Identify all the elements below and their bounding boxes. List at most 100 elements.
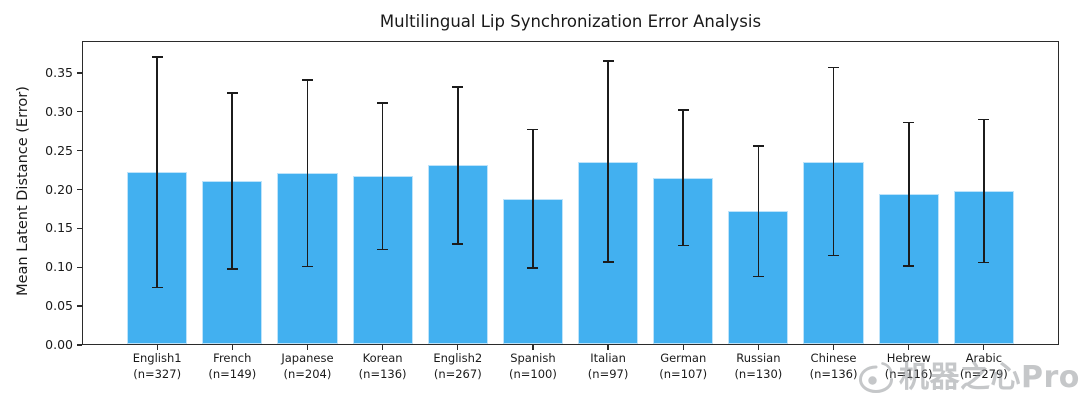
error-bar [532, 129, 534, 269]
x-tick-label: Hebrew (n=116) [864, 351, 954, 382]
x-tick-category: English2 [433, 351, 483, 365]
y-tick-label: 0.35 [45, 64, 73, 80]
error-bar-top-cap [677, 109, 689, 112]
x-tick-n-count: (n=136) [809, 366, 858, 381]
error-bar [306, 79, 309, 267]
error-bar-top-cap [903, 121, 915, 124]
error-bar [607, 61, 609, 262]
y-tick-label: 0.20 [45, 181, 73, 197]
x-tick-label: English1 (n=327) [112, 351, 202, 382]
x-tick-n-count: (n=327) [133, 366, 182, 381]
y-tick-mark [77, 266, 82, 268]
x-tick-n-count: (n=107) [659, 366, 708, 381]
error-bar-top-cap [452, 86, 464, 88]
y-tick-label: 0.05 [45, 298, 73, 314]
error-bar-top-cap [301, 79, 313, 81]
error-bar-bottom-cap [452, 243, 464, 245]
y-tick-mark [77, 72, 82, 74]
x-tick-label: French (n=149) [187, 351, 277, 382]
y-tick-label: 0.00 [45, 337, 73, 352]
error-bar-bottom-cap [978, 261, 990, 264]
x-tick-category: Chinese [810, 351, 857, 365]
error-bar [982, 119, 985, 263]
x-tick-label: German (n=107) [638, 351, 728, 382]
error-bar-bottom-cap [377, 248, 389, 251]
x-tick-label: Chinese (n=136) [789, 351, 879, 382]
x-tick-mark [306, 345, 309, 350]
error-bar-bottom-cap [301, 265, 313, 268]
chart-title: Multilingual Lip Synchronization Error A… [379, 12, 762, 31]
error-bar-top-cap [752, 145, 764, 147]
y-tick-mark [77, 111, 82, 113]
x-tick-category: German [660, 351, 707, 365]
x-tick-mark [908, 345, 910, 350]
x-tick-label: Spanish (n=100) [488, 351, 578, 382]
error-bar-top-cap [978, 118, 990, 121]
x-tick-category: Spanish [510, 351, 556, 365]
x-tick-label: Russian (n=130) [713, 351, 803, 382]
error-bar-top-cap [226, 92, 238, 94]
x-tick-n-count: (n=204) [283, 366, 332, 381]
x-tick-category: Italian [590, 351, 626, 365]
x-tick-category: English1 [132, 351, 182, 365]
x-tick-category: Japanese [281, 351, 334, 365]
error-bar-top-cap [377, 102, 389, 105]
error-bar-bottom-cap [226, 267, 238, 270]
x-tick-n-count: (n=97) [587, 366, 629, 381]
error-bar-top-cap [527, 128, 539, 131]
x-tick-label: Korean (n=136) [338, 351, 428, 382]
x-tick-mark [757, 345, 760, 350]
y-tick-label: 0.30 [45, 103, 73, 119]
x-tick-category: French [213, 351, 252, 365]
y-tick-mark [77, 227, 82, 230]
x-tick-mark [983, 345, 985, 350]
error-bar [757, 145, 760, 277]
error-bar [907, 122, 910, 266]
x-tick-category: Russian [736, 351, 781, 365]
x-tick-n-count: (n=136) [358, 366, 407, 381]
error-bar-bottom-cap [677, 244, 689, 247]
x-tick-label: English2 (n=267) [413, 351, 503, 382]
x-tick-label: Italian (n=97) [563, 351, 653, 382]
x-tick-mark [532, 345, 534, 350]
x-tick-mark [457, 345, 459, 350]
x-tick-n-count: (n=267) [433, 366, 482, 381]
x-tick-n-count: (n=100) [508, 366, 557, 381]
error-bar-top-cap [828, 66, 840, 69]
y-tick-mark [77, 149, 82, 152]
x-tick-label: Japanese (n=204) [262, 351, 352, 382]
y-tick-label: 0.25 [45, 142, 73, 158]
x-tick-category: Arabic [965, 351, 1003, 365]
x-tick-mark [682, 345, 684, 350]
x-tick-mark [231, 345, 233, 350]
error-bar-top-cap [602, 60, 614, 63]
error-bar-bottom-cap [602, 260, 614, 263]
error-bar [682, 110, 685, 246]
error-bar-bottom-cap [903, 264, 915, 267]
x-tick-category: Korean [362, 351, 403, 365]
x-tick-mark [381, 345, 384, 350]
x-tick-mark [156, 345, 158, 350]
y-tick-label: 0.15 [45, 220, 73, 236]
error-bar [231, 93, 234, 269]
error-bar [381, 103, 384, 250]
y-tick-label: 0.10 [45, 259, 73, 275]
y-tick-mark [77, 344, 82, 346]
error-bar-bottom-cap [151, 286, 163, 289]
x-tick-n-count: (n=149) [208, 366, 257, 381]
y-tick-mark [77, 188, 82, 191]
x-tick-n-count: (n=279) [959, 366, 1008, 381]
x-tick-mark [832, 345, 835, 350]
x-tick-category: Hebrew [886, 351, 931, 365]
x-tick-mark [607, 345, 609, 350]
x-tick-n-count: (n=130) [734, 366, 783, 381]
error-bar [156, 57, 158, 288]
error-bar-bottom-cap [527, 267, 539, 269]
error-bar [456, 86, 459, 244]
error-bar-bottom-cap [828, 254, 840, 257]
error-bar-bottom-cap [752, 275, 764, 278]
error-bar-top-cap [151, 56, 163, 59]
x-tick-n-count: (n=116) [884, 366, 933, 381]
y-tick-mark [77, 305, 82, 307]
